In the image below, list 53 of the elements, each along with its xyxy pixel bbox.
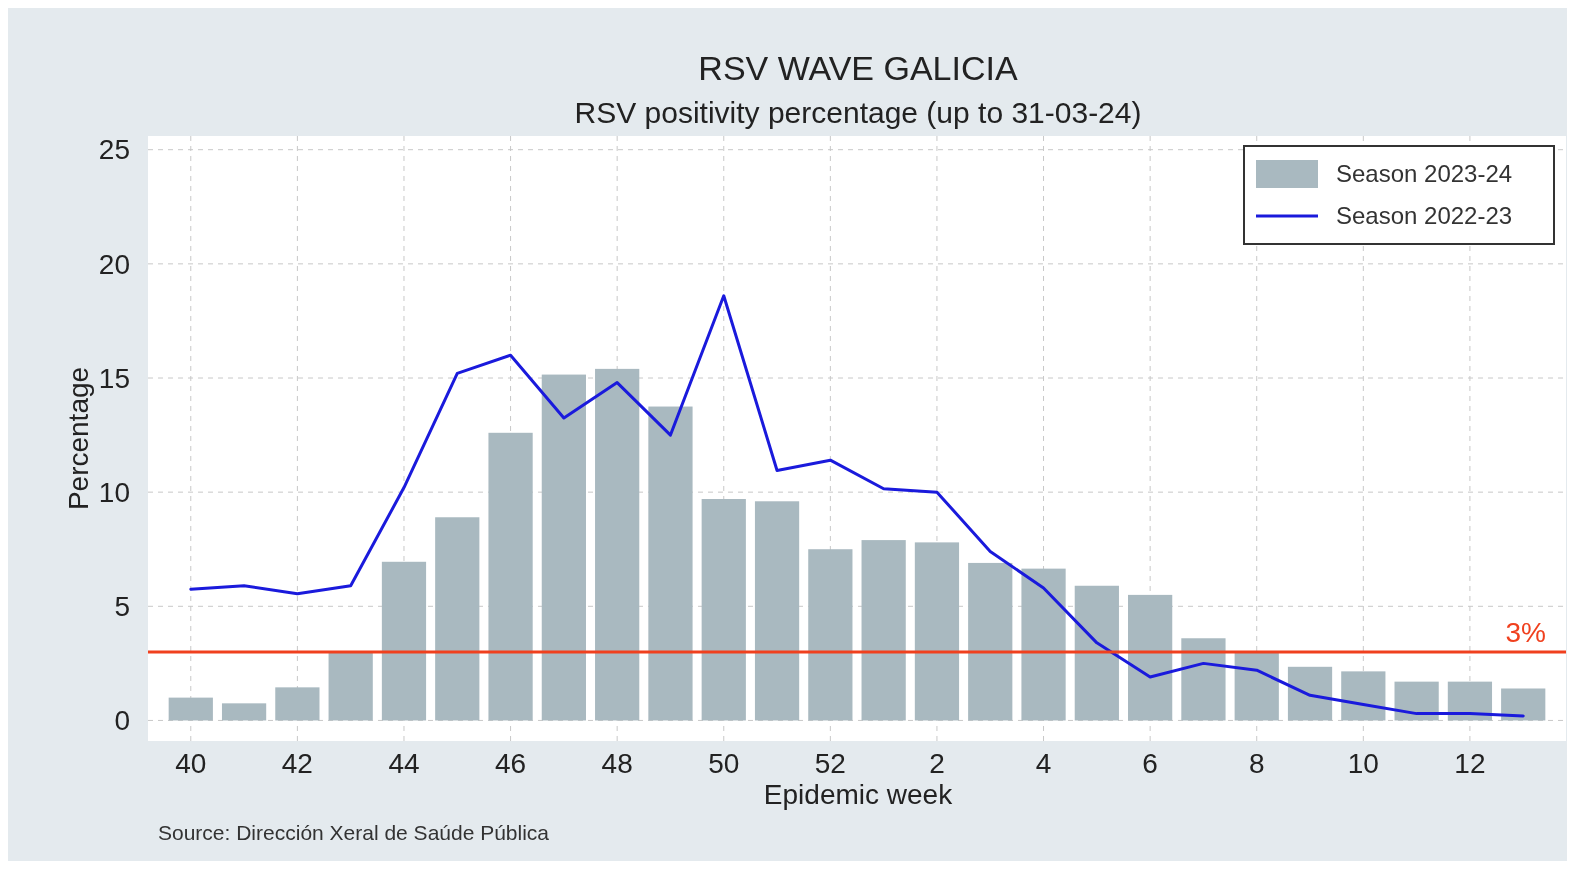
y-axis-title: Percentage bbox=[63, 366, 94, 511]
ref-line-label: 3% bbox=[1505, 616, 1546, 648]
x-tick-label: 44 bbox=[388, 748, 420, 779]
bar bbox=[168, 697, 213, 721]
x-tick-label: 12 bbox=[1454, 748, 1486, 779]
x-tick-label: 40 bbox=[175, 748, 207, 779]
bar bbox=[1501, 688, 1546, 721]
bar bbox=[595, 368, 640, 721]
bar bbox=[435, 517, 480, 721]
y-tick-label: 20 bbox=[98, 248, 130, 280]
bar bbox=[1341, 671, 1386, 721]
bar bbox=[648, 406, 693, 721]
source-note: Source: Dirección Xeral de Saúde Pública bbox=[158, 821, 550, 844]
bar bbox=[275, 687, 320, 721]
bar bbox=[1447, 681, 1493, 721]
bar bbox=[1074, 585, 1119, 721]
x-tick-label: 10 bbox=[1347, 748, 1379, 779]
bar bbox=[754, 501, 800, 721]
bar bbox=[1128, 594, 1173, 721]
y-tick-label: 15 bbox=[98, 362, 130, 394]
x-tick-label: 48 bbox=[601, 748, 633, 779]
bar bbox=[701, 499, 746, 721]
x-tick-label: 4 bbox=[1035, 748, 1052, 779]
bar bbox=[968, 562, 1013, 721]
x-tick-label: 42 bbox=[281, 748, 313, 779]
bar bbox=[1021, 568, 1066, 721]
bar bbox=[914, 542, 960, 721]
x-tick-label: 50 bbox=[708, 748, 740, 779]
x-axis-title: Epidemic week bbox=[763, 779, 954, 810]
bar bbox=[1287, 666, 1333, 721]
bar bbox=[1234, 651, 1279, 721]
bar bbox=[1181, 638, 1226, 721]
bar bbox=[488, 432, 533, 721]
y-tick-label: 5 bbox=[114, 591, 130, 623]
chart-subtitle: RSV positivity percentage (up to 31-03-24) bbox=[574, 96, 1142, 129]
bar bbox=[541, 374, 586, 721]
bar bbox=[861, 540, 906, 721]
bar bbox=[808, 549, 853, 721]
x-tick-label: 46 bbox=[494, 748, 527, 779]
legend-label: Season 2022-23 bbox=[1336, 202, 1513, 230]
bar bbox=[221, 703, 267, 721]
chart-title: RSV WAVE GALICIA bbox=[698, 49, 1018, 87]
bar bbox=[1394, 681, 1439, 721]
x-tick-label: 8 bbox=[1248, 748, 1265, 779]
bar bbox=[381, 561, 427, 721]
x-tick-label: 52 bbox=[814, 748, 846, 779]
y-tick-label: 25 bbox=[98, 134, 130, 166]
legend-label: Season 2023-24 bbox=[1336, 160, 1513, 188]
bar bbox=[328, 651, 373, 721]
x-tick-label: 2 bbox=[929, 748, 945, 779]
y-tick-label: 0 bbox=[114, 705, 130, 737]
y-tick-label: 10 bbox=[98, 476, 130, 508]
x-tick-label: 6 bbox=[1142, 748, 1158, 779]
